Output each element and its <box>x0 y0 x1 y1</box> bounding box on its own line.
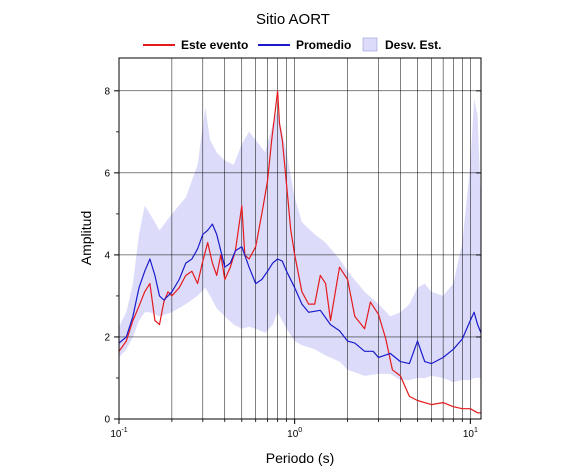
series-line-este-evento <box>118 90 481 414</box>
std-band-layer <box>119 99 481 383</box>
grid-layer <box>119 58 481 419</box>
tick-layer: 0 2 4 6 8 10-1 100 101 <box>104 86 481 440</box>
y-tick-label: 6 <box>104 168 110 179</box>
legend-label-este-evento: Este evento <box>181 38 248 52</box>
legend-swatch-desv-est <box>362 37 378 52</box>
series-layer <box>118 90 482 414</box>
legend-label-promedio: Promedio <box>296 38 351 52</box>
std-band <box>119 99 481 383</box>
x-tick-label: 100 <box>287 427 302 440</box>
y-tick-label: 4 <box>104 250 110 261</box>
x-tick-label: 101 <box>463 427 478 440</box>
y-tick-label: 8 <box>104 86 110 97</box>
y-tick-label: 0 <box>104 415 110 426</box>
series-line-promedio <box>118 223 482 365</box>
x-tick-label: 10-1 <box>110 427 127 440</box>
x-axis-label: Periodo (s) <box>266 450 334 466</box>
y-axis-label: Amplitud <box>78 211 94 265</box>
chart-title: Sitio AORT <box>256 11 330 28</box>
legend-label-desv-est: Desv. Est. <box>385 38 441 52</box>
legend: Este evento Promedio Desv. Est. <box>143 37 441 52</box>
plot-frame <box>118 57 482 420</box>
y-tick-label: 2 <box>104 332 110 343</box>
